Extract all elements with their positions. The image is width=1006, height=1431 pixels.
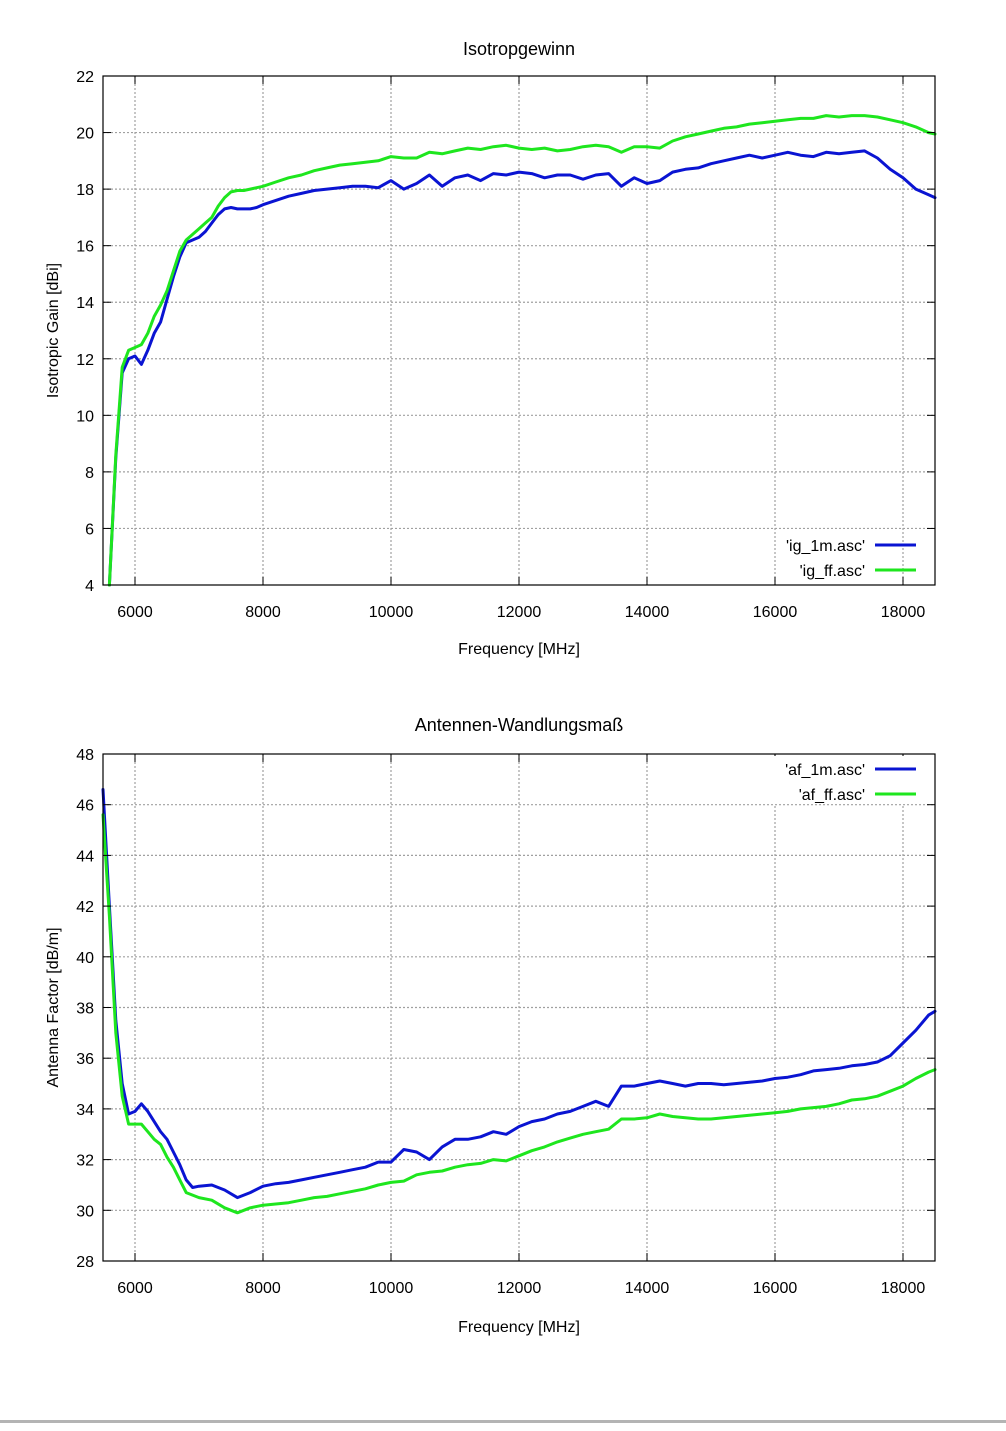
y-tick-label: 44 bbox=[76, 848, 94, 865]
x-tick-label: 6000 bbox=[117, 1280, 153, 1297]
x-tick-label: 12000 bbox=[497, 1280, 542, 1297]
y-tick-label: 14 bbox=[76, 295, 94, 312]
x-tick-label: 10000 bbox=[369, 604, 414, 621]
x-tick-label: 14000 bbox=[625, 1280, 670, 1297]
series-line-0 bbox=[101, 788, 937, 1200]
y-tick-label: 30 bbox=[76, 1203, 94, 1220]
series-line-0 bbox=[107, 149, 937, 587]
legend-label: 'af_1m.asc' bbox=[785, 762, 865, 779]
x-tick-label: 6000 bbox=[117, 604, 153, 621]
chart-title: Antennen-Wandlungsmaß bbox=[415, 715, 623, 735]
series-line-1 bbox=[101, 813, 937, 1215]
y-tick-label: 10 bbox=[76, 408, 94, 425]
y-axis-label: Antenna Factor [dB/m] bbox=[45, 927, 62, 1087]
legend: 'af_1m.asc' 'af_ff.asc' bbox=[765, 756, 933, 804]
axis-ticks: 6000 8000 10000 12000 14000 16000 18000 4 6 8 10 12… bbox=[76, 69, 935, 621]
x-tick-label: 10000 bbox=[369, 1280, 414, 1297]
series-group bbox=[107, 114, 937, 587]
x-tick-label: 16000 bbox=[753, 1280, 798, 1297]
y-tick-label: 28 bbox=[76, 1254, 94, 1271]
y-tick-label: 48 bbox=[76, 747, 94, 764]
x-tick-label: 18000 bbox=[881, 604, 926, 621]
footer-divider bbox=[0, 1420, 1006, 1423]
legend-background bbox=[765, 756, 933, 804]
y-tick-label: 38 bbox=[76, 1001, 94, 1018]
x-axis-label: Frequency [MHz] bbox=[458, 1319, 580, 1336]
series-group bbox=[101, 788, 937, 1215]
x-axis-label: Frequency [MHz] bbox=[458, 641, 580, 658]
grid bbox=[103, 76, 935, 585]
legend-label: 'af_ff.asc' bbox=[799, 787, 865, 804]
y-tick-label: 22 bbox=[76, 69, 94, 86]
y-tick-label: 20 bbox=[76, 126, 94, 143]
y-tick-label: 34 bbox=[76, 1102, 94, 1119]
series-line-1 bbox=[107, 114, 937, 587]
isotropic-gain-chart: Isotropgewinn 6000 8000 10000 12000 14000 1600… bbox=[45, 39, 937, 658]
y-tick-label: 4 bbox=[85, 578, 94, 595]
y-tick-label: 18 bbox=[76, 182, 94, 199]
x-tick-label: 14000 bbox=[625, 604, 670, 621]
y-tick-label: 6 bbox=[85, 521, 94, 538]
y-tick-label: 36 bbox=[76, 1051, 94, 1068]
y-tick-label: 16 bbox=[76, 239, 94, 256]
antenna-factor-chart: Antennen-Wandlungsmaß 6000 8000 10000 12000 1… bbox=[45, 715, 937, 1336]
x-tick-label: 18000 bbox=[881, 1280, 926, 1297]
legend-label: 'ig_ff.asc' bbox=[800, 563, 865, 580]
x-tick-label: 12000 bbox=[497, 604, 542, 621]
y-tick-label: 42 bbox=[76, 899, 94, 916]
chart-title: Isotropgewinn bbox=[463, 39, 575, 59]
legend: 'ig_1m.asc' 'ig_ff.asc' bbox=[786, 538, 916, 580]
y-tick-label: 8 bbox=[85, 465, 94, 482]
x-tick-label: 8000 bbox=[245, 604, 281, 621]
axis-ticks: 6000 8000 10000 12000 14000 16000 18000 28 30 32 3… bbox=[76, 747, 935, 1297]
x-tick-label: 8000 bbox=[245, 1280, 281, 1297]
legend-label: 'ig_1m.asc' bbox=[786, 538, 865, 555]
grid bbox=[103, 754, 935, 1261]
y-tick-label: 40 bbox=[76, 950, 94, 967]
y-tick-label: 12 bbox=[76, 352, 94, 369]
y-tick-label: 32 bbox=[76, 1153, 94, 1170]
x-tick-label: 16000 bbox=[753, 604, 798, 621]
y-axis-label: Isotropic Gain [dBi] bbox=[45, 263, 62, 398]
y-tick-label: 46 bbox=[76, 798, 94, 815]
